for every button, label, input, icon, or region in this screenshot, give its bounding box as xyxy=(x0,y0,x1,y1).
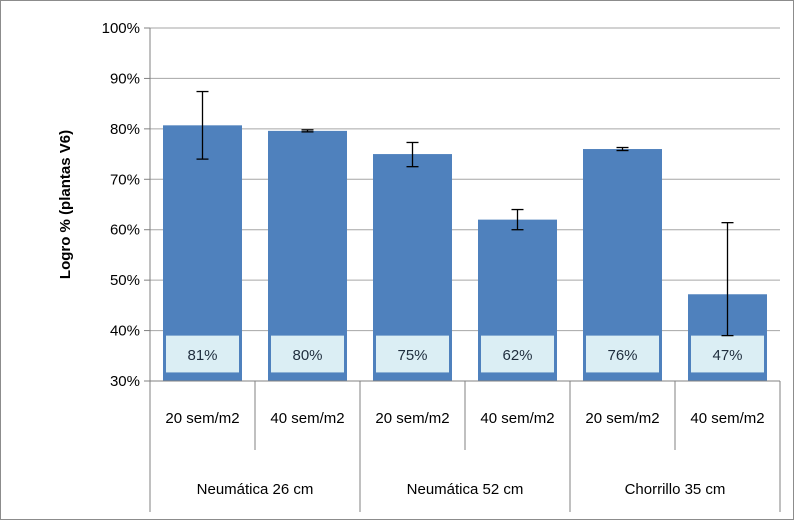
x-category-label: 20 sem/m2 xyxy=(165,410,239,427)
data-label-box xyxy=(691,335,764,373)
data-label: 81% xyxy=(187,347,217,364)
y-tick-label: 90% xyxy=(110,70,140,87)
y-tick-label: 80% xyxy=(110,121,140,138)
y-tick-label: 70% xyxy=(110,171,140,188)
data-label-box xyxy=(166,335,239,373)
data-label-box xyxy=(376,335,449,373)
data-label: 75% xyxy=(397,347,427,364)
x-category-label: 20 sem/m2 xyxy=(585,410,659,427)
data-label: 76% xyxy=(607,347,637,364)
data-label: 47% xyxy=(712,347,742,364)
data-label-box xyxy=(586,335,659,373)
x-category-label: 40 sem/m2 xyxy=(270,410,344,427)
x-group-label: Neumática 26 cm xyxy=(197,481,314,498)
y-axis-title: Logro % (plantas V6) xyxy=(57,130,74,279)
data-label: 80% xyxy=(292,347,322,364)
y-tick-label: 30% xyxy=(110,373,140,390)
x-group-label: Neumática 52 cm xyxy=(407,481,524,498)
x-category-label: 40 sem/m2 xyxy=(690,410,764,427)
x-group-label: Chorrillo 35 cm xyxy=(625,481,726,498)
y-tick-label: 50% xyxy=(110,272,140,289)
x-category-label: 20 sem/m2 xyxy=(375,410,449,427)
x-category-label: 40 sem/m2 xyxy=(480,410,554,427)
y-tick-label: 60% xyxy=(110,222,140,239)
data-label-box xyxy=(481,335,554,373)
data-label-box xyxy=(271,335,344,373)
y-tick-label: 100% xyxy=(102,20,140,37)
data-label: 62% xyxy=(502,347,532,364)
y-tick-label: 40% xyxy=(110,323,140,340)
